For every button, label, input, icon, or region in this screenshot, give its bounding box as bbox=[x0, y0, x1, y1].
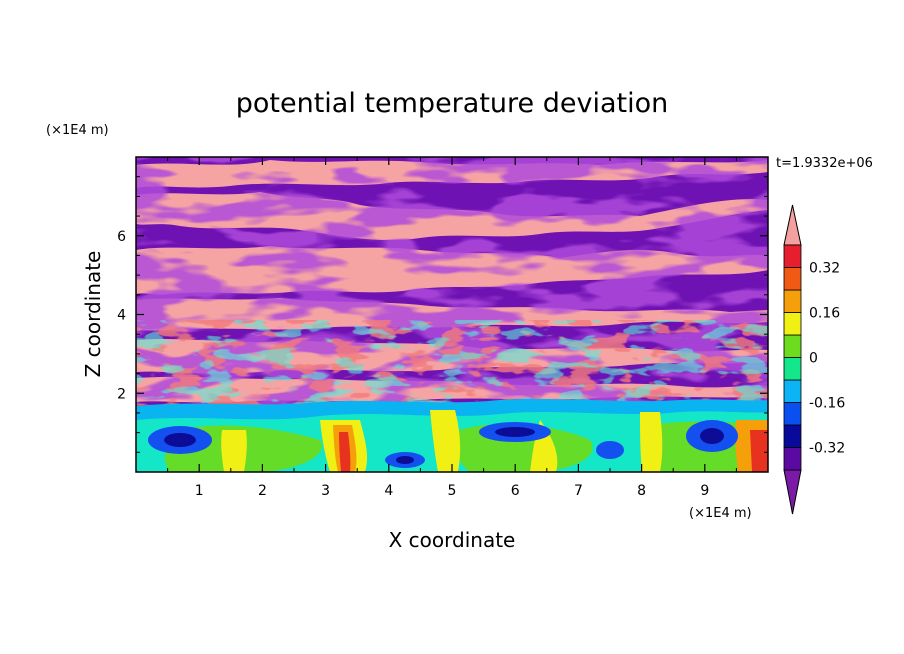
colorbar-segment bbox=[783, 357, 802, 381]
y-unit-label: (×1E4 m) bbox=[46, 123, 109, 138]
contour-field bbox=[136, 157, 768, 472]
x-tick-label: 9 bbox=[700, 483, 709, 499]
x-axis: 1 2 3 4 5 6 7 8 9 bbox=[167, 157, 737, 499]
colorbar-segment bbox=[783, 402, 802, 426]
colorbar-label: 0.32 bbox=[809, 261, 840, 277]
colorbar-segment bbox=[783, 334, 802, 358]
x-tick-label: 1 bbox=[195, 483, 204, 499]
colorbar: 0.32 0.16 0 -0.16 -0.32 bbox=[783, 204, 845, 515]
y-tick-label: 2 bbox=[117, 386, 126, 402]
colorbar-segment bbox=[783, 447, 802, 471]
x-axis-title: X coordinate bbox=[389, 528, 516, 552]
colorbar-segment bbox=[783, 244, 802, 268]
colorbar-segment bbox=[783, 289, 802, 313]
colorbar-label: 0.16 bbox=[809, 306, 840, 322]
colorbar-label: -0.32 bbox=[809, 441, 845, 457]
y-axis: 2 4 6 bbox=[117, 176, 768, 453]
chart-title: potential temperature deviation bbox=[236, 88, 668, 119]
colorbar-under-triangle bbox=[783, 469, 802, 515]
y-tick-label: 6 bbox=[117, 229, 126, 245]
colorbar-segment bbox=[783, 379, 802, 403]
x-tick-label: 3 bbox=[321, 483, 330, 499]
colorbar-segment bbox=[783, 424, 802, 448]
x-tick-label: 8 bbox=[637, 483, 646, 499]
time-label: t=1.9332e+06 bbox=[776, 156, 873, 171]
x-unit-label: (×1E4 m) bbox=[689, 506, 752, 521]
x-tick-label: 2 bbox=[258, 483, 267, 499]
x-tick-label: 5 bbox=[448, 483, 457, 499]
colorbar-segment bbox=[783, 312, 802, 336]
colorbar-segment bbox=[783, 267, 802, 291]
colorbar-label: 0 bbox=[809, 351, 818, 367]
x-tick-label: 4 bbox=[384, 483, 393, 499]
boundary-layer bbox=[136, 398, 768, 472]
colorbar-over-triangle bbox=[783, 204, 802, 246]
y-axis-title: Z coordinate bbox=[81, 251, 105, 378]
colorbar-label: -0.16 bbox=[809, 396, 845, 412]
x-tick-label: 7 bbox=[574, 483, 583, 499]
x-tick-label: 6 bbox=[511, 483, 520, 499]
y-tick-label: 4 bbox=[117, 308, 126, 324]
